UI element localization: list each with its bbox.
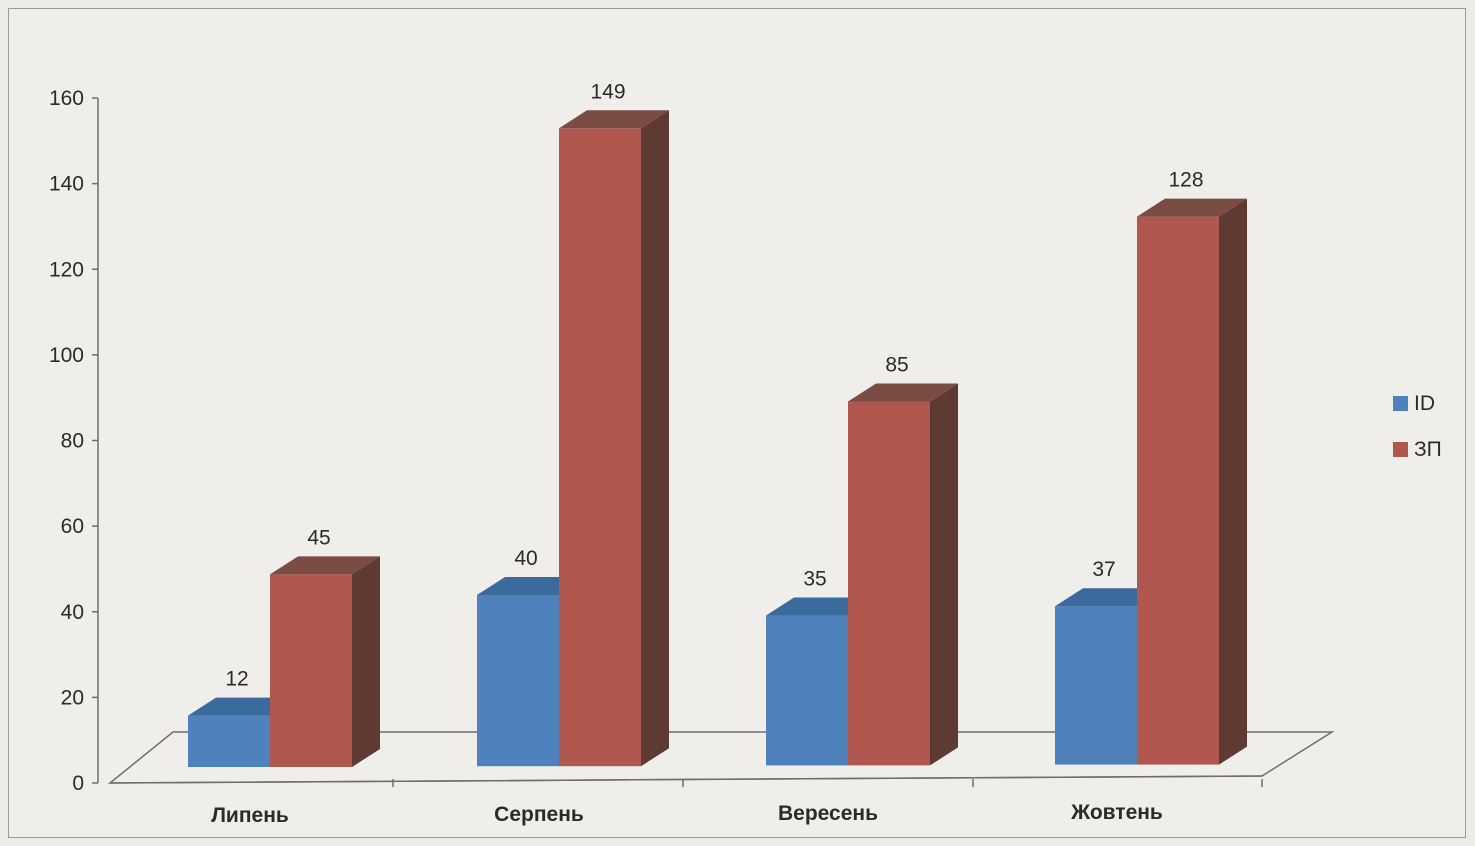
y-tick-label: 160 [49,87,84,110]
data-label: 35 [803,568,826,591]
bars [188,110,1247,767]
legend-label-id: ID [1414,392,1435,415]
data-label: 85 [885,353,908,376]
data-label: 40 [514,547,537,570]
bar-side [1219,198,1247,765]
data-label: 128 [1168,169,1203,192]
bar-top [559,110,669,129]
data-label: 37 [1092,558,1115,581]
legend-label-zp: ЗП [1414,438,1442,461]
x-tick-label: Жовтень [1070,801,1163,824]
x-tick-label: Серпень [494,803,584,826]
y-tick-label: 60 [61,515,84,538]
data-labels: 12 45 40 149 35 85 37 128 [225,80,1203,690]
x-axis-line [109,775,1263,784]
bar-front [559,128,641,767]
axes: 0 20 40 60 80 100 120 140 160 Липень Серпень Вересе… [49,87,1335,827]
y-tick-label: 20 [61,686,84,709]
bar-top [848,383,958,402]
legend-swatch-id [1393,396,1408,411]
x-tick-label: Липень [211,804,289,827]
data-label: 45 [307,526,330,549]
y-tick-label: 120 [49,258,84,281]
y-tick-label: 80 [61,430,84,453]
x-tick-label: Вересень [778,802,878,825]
legend-swatch-zp [1393,442,1408,457]
bar-front [848,401,930,766]
legend: ID ЗП [1393,392,1442,461]
data-label: 149 [590,80,625,103]
y-tick-label: 100 [49,344,84,367]
y-tick-label: 40 [61,601,84,624]
bar-side [641,110,669,767]
bar-side [930,383,958,766]
bar-front [477,594,559,767]
y-tick-label: 0 [72,772,84,795]
bar-front [766,615,848,766]
bar-front [270,574,352,767]
bar-front [188,715,270,767]
bar-top [1137,198,1247,217]
y-tick-label: 140 [49,173,84,196]
bar-front [1137,216,1219,765]
bar-front [1055,606,1137,765]
bar-top [270,556,380,575]
data-label: 12 [225,668,248,691]
bar-side [352,556,380,767]
